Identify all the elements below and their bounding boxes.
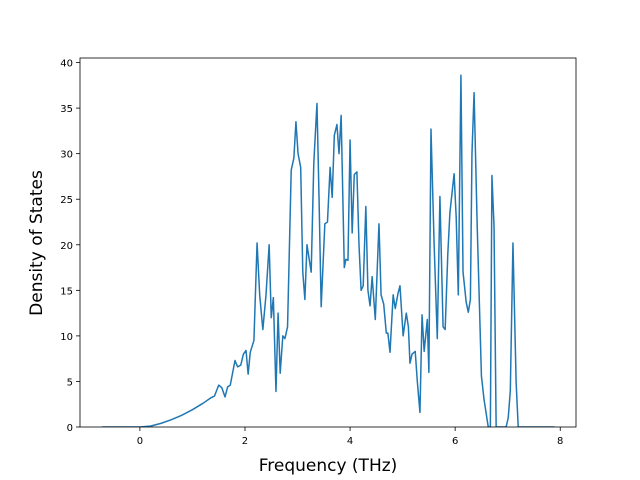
y-tick-label: 35: [60, 104, 73, 115]
x-tick-label: 2: [242, 436, 248, 447]
x-tick-label: 4: [347, 436, 353, 447]
y-tick-label: 15: [60, 286, 73, 297]
y-tick-label: 20: [60, 241, 73, 252]
y-tick-label: 30: [60, 150, 73, 161]
plot-frame: [79, 57, 577, 428]
x-axis-label: Frequency (THz): [259, 456, 398, 476]
x-tick-label: 6: [452, 436, 458, 447]
y-axis-label: Density of States: [27, 170, 47, 316]
y-tick-label: 5: [67, 377, 73, 388]
x-tick-label: 0: [137, 436, 143, 447]
y-tick-label: 25: [60, 195, 73, 206]
x-tick-label: 8: [557, 436, 563, 447]
y-tick-label: 0: [67, 423, 73, 434]
y-tick-label: 40: [60, 59, 73, 70]
data-line: [102, 74, 555, 427]
y-tick-label: 10: [60, 332, 73, 343]
